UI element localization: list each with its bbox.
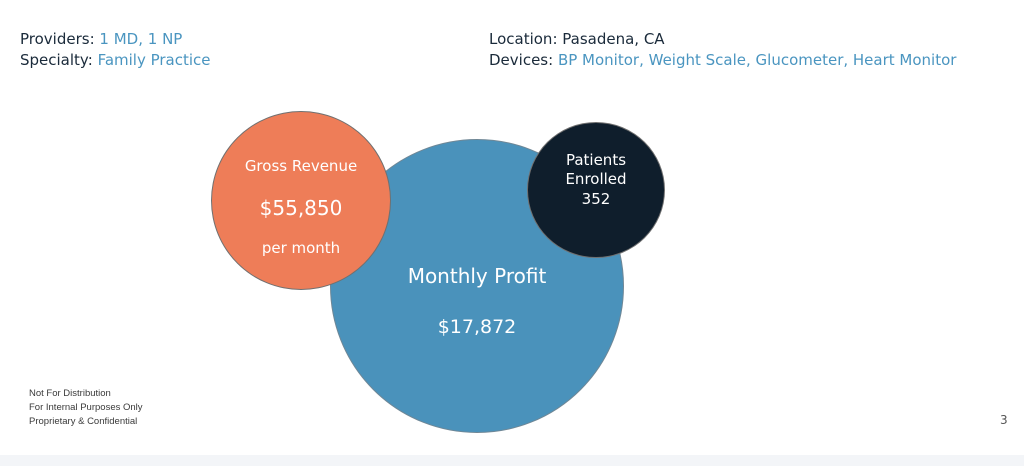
footer-note: For Internal Purposes Only <box>29 402 143 413</box>
location-label: Location: <box>489 30 558 48</box>
gross-revenue-value: $55,850 <box>259 196 343 220</box>
patients-enrolled-circle: Patients Enrolled 352 <box>527 122 665 258</box>
bottom-strip <box>0 455 1024 466</box>
providers-label: Providers: <box>20 30 95 48</box>
specialty-row: Specialty: Family Practice <box>20 50 211 71</box>
practice-info-right: Location: Pasadena, CA Devices: BP Monit… <box>489 29 956 71</box>
devices-value: BP Monitor, Weight Scale, Glucometer, He… <box>557 51 957 69</box>
specialty-value: Family Practice <box>97 51 211 69</box>
footer-note: Not For Distribution <box>29 388 111 399</box>
devices-row: Devices: BP Monitor, Weight Scale, Gluco… <box>489 50 956 71</box>
gross-revenue-period: per month <box>261 239 341 257</box>
monthly-profit-label: Monthly Profit <box>407 264 547 288</box>
monthly-profit-value: $17,872 <box>437 316 517 338</box>
practice-info-left: Providers: 1 MD, 1 NP Specialty: Family … <box>20 29 211 71</box>
gross-revenue-circle: Gross Revenue $55,850 per month <box>211 111 391 290</box>
location-value: Pasadena, CA <box>562 30 665 48</box>
patients-label-line2: Enrolled <box>565 170 627 188</box>
providers-row: Providers: 1 MD, 1 NP <box>20 29 211 50</box>
providers-value: 1 MD, 1 NP <box>99 30 183 48</box>
patients-label-line1: Patients <box>565 151 627 169</box>
patients-enrolled-label: Patients Enrolled <box>528 151 664 189</box>
specialty-label: Specialty: <box>20 51 93 69</box>
patients-enrolled-value: 352 <box>581 190 611 208</box>
confidentiality-notes: Not For Distribution For Internal Purpos… <box>29 387 143 429</box>
location-row: Location: Pasadena, CA <box>489 29 956 50</box>
gross-revenue-label: Gross Revenue <box>244 157 358 175</box>
footer-note: Proprietary & Confidential <box>29 416 138 427</box>
devices-label: Devices: <box>489 51 554 69</box>
page-number: 3 <box>1000 413 1008 427</box>
